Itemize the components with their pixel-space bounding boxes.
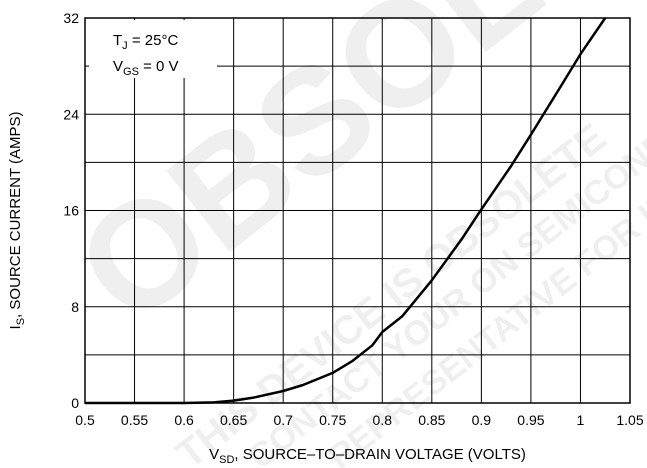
- x-tick-label: 0.95: [517, 412, 544, 428]
- x-tick-label: 0.85: [418, 412, 445, 428]
- x-tick-label: 0.9: [472, 412, 492, 428]
- y-tick-label: 24: [63, 106, 79, 122]
- plot-frame: [84, 17, 631, 404]
- y-tick-labels: 0 8 16 24 32: [63, 10, 79, 411]
- y-tick-label: 0: [71, 395, 79, 411]
- conditions-box: TJ = 25°C VGS = 0 V: [89, 20, 217, 78]
- y-tick-label: 16: [63, 203, 79, 219]
- x-tick-label: 0.7: [273, 412, 293, 428]
- x-tick-label: 1.05: [616, 412, 643, 428]
- x-tick-label: 0.65: [220, 412, 247, 428]
- x-tick-labels: 0.5 0.55 0.6 0.65 0.7 0.75 0.8 0.85 0.9 0.95 1 1.05: [75, 412, 644, 428]
- condition-label: TJ = 25°C: [113, 32, 178, 52]
- series: [85, 17, 607, 405]
- condition-label: VGS = 0 V: [113, 58, 179, 78]
- x-tick-label: 0.5: [75, 412, 95, 428]
- x-tick-label: 0.75: [319, 412, 346, 428]
- conditions-background: [89, 20, 217, 78]
- y-tick-label: 8: [71, 299, 79, 315]
- x-tick-label: 1: [577, 412, 585, 428]
- x-tick-label: 0.8: [373, 412, 393, 428]
- x-tick-label: 0.6: [174, 412, 194, 428]
- y-tick-label: 32: [63, 10, 79, 26]
- x-axis-label: VSD, SOURCE–TO–DRAIN VOLTAGE (VOLTS): [209, 446, 526, 466]
- x-tick-label: 0.55: [121, 412, 148, 428]
- series-line: [85, 17, 607, 405]
- y-axis-label: IS, SOURCE CURRENT (AMPS): [7, 112, 27, 330]
